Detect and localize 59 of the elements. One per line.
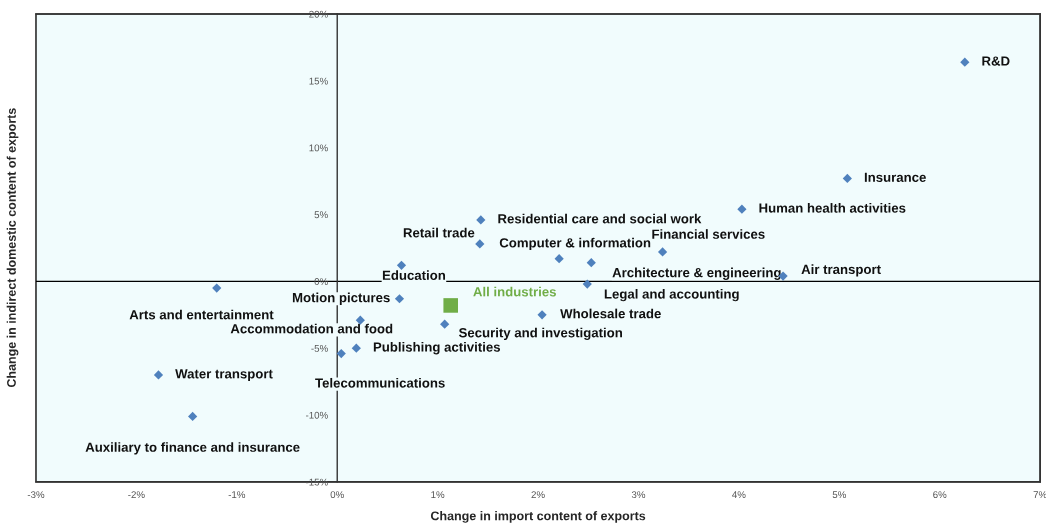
x-tick-label: 6% [933, 491, 947, 499]
annotation: Computer & information [499, 237, 651, 251]
x-tick-label: 7% [1033, 491, 1046, 499]
point [737, 204, 747, 214]
point [443, 298, 458, 313]
annotation: Legal and accounting [604, 288, 739, 302]
series-label: All industries [473, 286, 556, 297]
x-tick-label: 1% [431, 491, 445, 499]
annotation: Residential care and social work [498, 213, 702, 224]
annotation: Publishing activities [373, 342, 501, 355]
x-tick-label: 4% [732, 491, 746, 499]
x-tick-label: -2% [128, 491, 145, 499]
x-axis-title: Change in import content of exports [430, 511, 646, 523]
y-tick-label: -15% [305, 478, 328, 486]
point [336, 348, 346, 359]
point [582, 279, 592, 289]
annotation: Insurance [864, 172, 926, 182]
point [188, 411, 198, 421]
point [586, 258, 596, 268]
annotation: Retail trade [403, 227, 475, 238]
annotation: R&D [982, 56, 1010, 66]
y-axis-title: Change in indirect domestic content of exports [6, 108, 19, 388]
point [960, 57, 970, 67]
y-tick-label: 10% [309, 144, 328, 152]
point [212, 283, 222, 293]
point [537, 310, 547, 320]
y-tick-label: -10% [305, 411, 328, 419]
x-tick-label: -3% [27, 491, 45, 499]
annotation: Architecture & engineering [612, 267, 781, 280]
point [153, 370, 164, 380]
x-tick-label: 2% [531, 491, 545, 499]
annotation: Wholesale trade [560, 308, 661, 319]
annotation: Human health activities [759, 203, 906, 213]
point [394, 294, 405, 304]
point [351, 343, 361, 353]
annotation: Air transport [801, 264, 881, 277]
annotation: Security and investigation [458, 327, 622, 341]
point [657, 247, 668, 257]
point [440, 319, 450, 329]
point [554, 254, 564, 264]
annotation: Telecommunications [315, 377, 445, 388]
annotation: Accommodation and food [230, 323, 393, 334]
annotation: Water transport [175, 369, 273, 382]
y-tick-label: 5% [314, 211, 328, 219]
annotation: Financial services [652, 229, 765, 239]
x-tick-label: -1% [228, 491, 246, 499]
annotation: Education [382, 270, 446, 280]
point [476, 215, 486, 225]
y-tick-label: -5% [311, 344, 328, 352]
x-tick-label: 3% [631, 491, 646, 499]
annotation: Motion pictures [292, 292, 390, 305]
point [396, 260, 407, 270]
x-tick-label: 0% [330, 491, 344, 499]
annotation: Auxiliary to finance and insurance [85, 442, 300, 455]
annotation: Arts and entertainment [129, 309, 274, 320]
y-tick-label: 15% [309, 77, 328, 85]
point [475, 239, 485, 249]
x-tick-label: 5% [832, 491, 846, 499]
point [842, 173, 852, 184]
